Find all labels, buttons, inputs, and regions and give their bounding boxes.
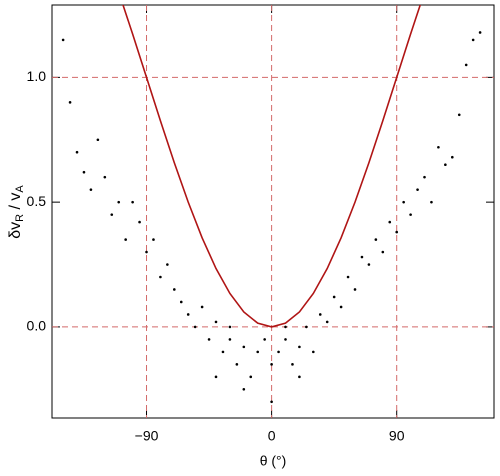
point — [353, 288, 357, 291]
x-tick-label: 90 — [389, 428, 405, 444]
point — [284, 338, 287, 341]
point — [409, 213, 412, 216]
x-axis-label: θ (°) — [260, 453, 287, 469]
point — [68, 101, 72, 104]
point — [96, 138, 100, 142]
point — [402, 200, 405, 204]
point — [103, 175, 107, 179]
point — [138, 220, 141, 224]
y-label-part: R — [14, 214, 26, 222]
point — [416, 188, 419, 191]
point — [159, 275, 162, 279]
point — [117, 200, 121, 204]
point — [444, 163, 447, 167]
point — [381, 250, 385, 254]
y-tick-label: 0.0 — [27, 318, 47, 334]
point — [277, 350, 280, 354]
point — [166, 263, 169, 266]
x-tick-label: −90 — [135, 428, 159, 444]
point — [61, 38, 65, 42]
point — [207, 338, 211, 341]
point — [152, 238, 155, 241]
point — [124, 238, 127, 241]
point — [214, 320, 218, 324]
point — [464, 63, 468, 67]
point — [291, 363, 294, 366]
point — [305, 325, 308, 329]
point — [179, 300, 183, 304]
point — [374, 238, 378, 241]
point — [145, 250, 148, 254]
point — [339, 305, 343, 309]
point — [228, 338, 232, 341]
point — [388, 220, 392, 224]
point — [221, 350, 225, 354]
point — [193, 325, 197, 329]
point — [471, 38, 475, 42]
point — [270, 363, 273, 366]
point — [367, 263, 371, 266]
curve — [122, 5, 422, 328]
point — [186, 313, 190, 316]
point — [284, 325, 287, 329]
point — [235, 363, 239, 366]
point — [249, 375, 253, 379]
point — [242, 388, 246, 391]
y-label-part: / v — [7, 193, 24, 214]
y-label-part: A — [14, 185, 26, 193]
point — [131, 200, 134, 204]
point — [360, 255, 364, 259]
point — [256, 350, 260, 354]
point — [228, 325, 232, 329]
point — [82, 170, 86, 174]
point — [312, 350, 315, 354]
point — [89, 188, 93, 191]
plot-frame — [51, 4, 495, 419]
y-label-part: δv — [7, 222, 24, 239]
y-tick-label: 1.0 — [27, 68, 47, 84]
point — [346, 275, 350, 279]
y-axis-label: δvR / vA — [7, 185, 26, 239]
point — [423, 175, 426, 179]
x-tick-label: 0 — [268, 428, 276, 444]
point — [242, 345, 246, 349]
point — [478, 31, 482, 34]
point — [298, 345, 301, 349]
point — [437, 145, 440, 149]
point — [214, 375, 218, 379]
point — [451, 155, 454, 159]
point — [270, 400, 273, 404]
point — [200, 305, 204, 309]
point — [332, 295, 336, 299]
point — [263, 338, 266, 341]
point — [395, 230, 399, 234]
point — [173, 288, 176, 291]
point — [298, 375, 301, 379]
point — [325, 320, 329, 324]
point — [75, 150, 79, 154]
point — [110, 213, 114, 216]
point — [457, 113, 461, 117]
point — [430, 200, 433, 204]
y-tick-label: 0.5 — [27, 193, 47, 209]
point — [318, 313, 322, 316]
